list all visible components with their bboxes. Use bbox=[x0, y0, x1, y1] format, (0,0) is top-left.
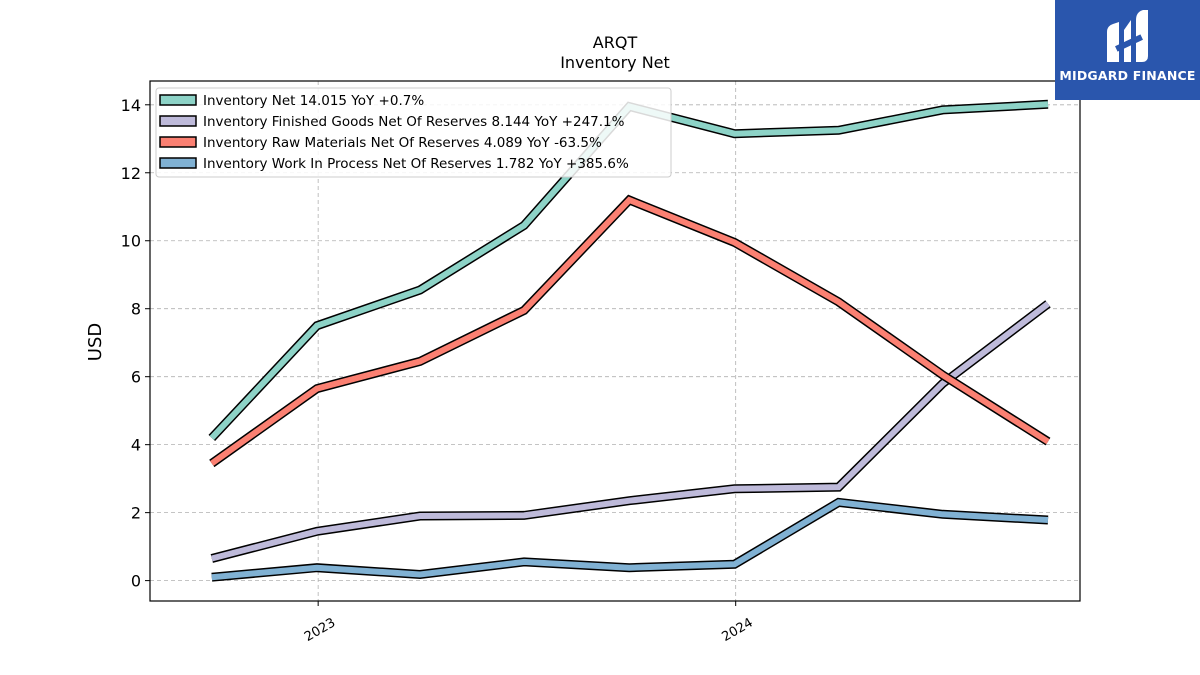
y-tick-label: 14 bbox=[121, 96, 141, 115]
brand-logo-icon bbox=[1107, 10, 1148, 62]
y-tick-label: 0 bbox=[131, 572, 141, 591]
legend-swatch bbox=[159, 94, 197, 106]
legend-entry: Inventory Work In Process Net Of Reserve… bbox=[203, 156, 629, 172]
legend-swatch bbox=[159, 136, 197, 148]
y-tick-label: 4 bbox=[131, 436, 141, 455]
series-line-4 bbox=[211, 497, 1049, 582]
x-tick-label: 2024 bbox=[720, 615, 756, 645]
legend-entry: Inventory Net 14.015 YoY +0.7% bbox=[203, 93, 424, 109]
y-tick-label: 10 bbox=[121, 232, 141, 251]
series-line-3 bbox=[209, 194, 1051, 468]
chart-title: ARQT bbox=[593, 33, 638, 52]
y-axis-ticks: 0 2 4 6 8 10 12 14 bbox=[121, 96, 150, 591]
series-outline bbox=[210, 300, 1051, 563]
y-tick-label: 8 bbox=[131, 300, 141, 319]
series-outline bbox=[209, 194, 1051, 468]
series-lines bbox=[208, 99, 1051, 582]
legend-swatch bbox=[159, 157, 197, 169]
x-tick-label: 2023 bbox=[302, 615, 338, 645]
legend-entry: Inventory Raw Materials Net Of Reserves … bbox=[203, 135, 602, 151]
x-axis-ticks: 2023 2024 bbox=[302, 601, 756, 645]
legend-entry: Inventory Finished Goods Net Of Reserves… bbox=[203, 114, 625, 130]
series-stroke bbox=[210, 196, 1050, 466]
chart-subtitle: Inventory Net bbox=[560, 53, 670, 72]
y-axis-label: USD bbox=[85, 323, 106, 361]
series-line-2 bbox=[210, 300, 1051, 563]
legend-swatch bbox=[159, 115, 197, 127]
y-tick-label: 6 bbox=[131, 368, 141, 387]
legend: Inventory Net 14.015 YoY +0.7% Inventory … bbox=[155, 87, 672, 178]
y-tick-label: 12 bbox=[121, 164, 141, 183]
legend-box bbox=[155, 87, 672, 178]
brand-name: MIDGARD FINANCE bbox=[1059, 68, 1196, 83]
series-stroke bbox=[211, 499, 1049, 581]
y-tick-label: 2 bbox=[131, 504, 141, 523]
series-stroke bbox=[211, 301, 1050, 562]
plot-frame bbox=[149, 80, 1081, 602]
